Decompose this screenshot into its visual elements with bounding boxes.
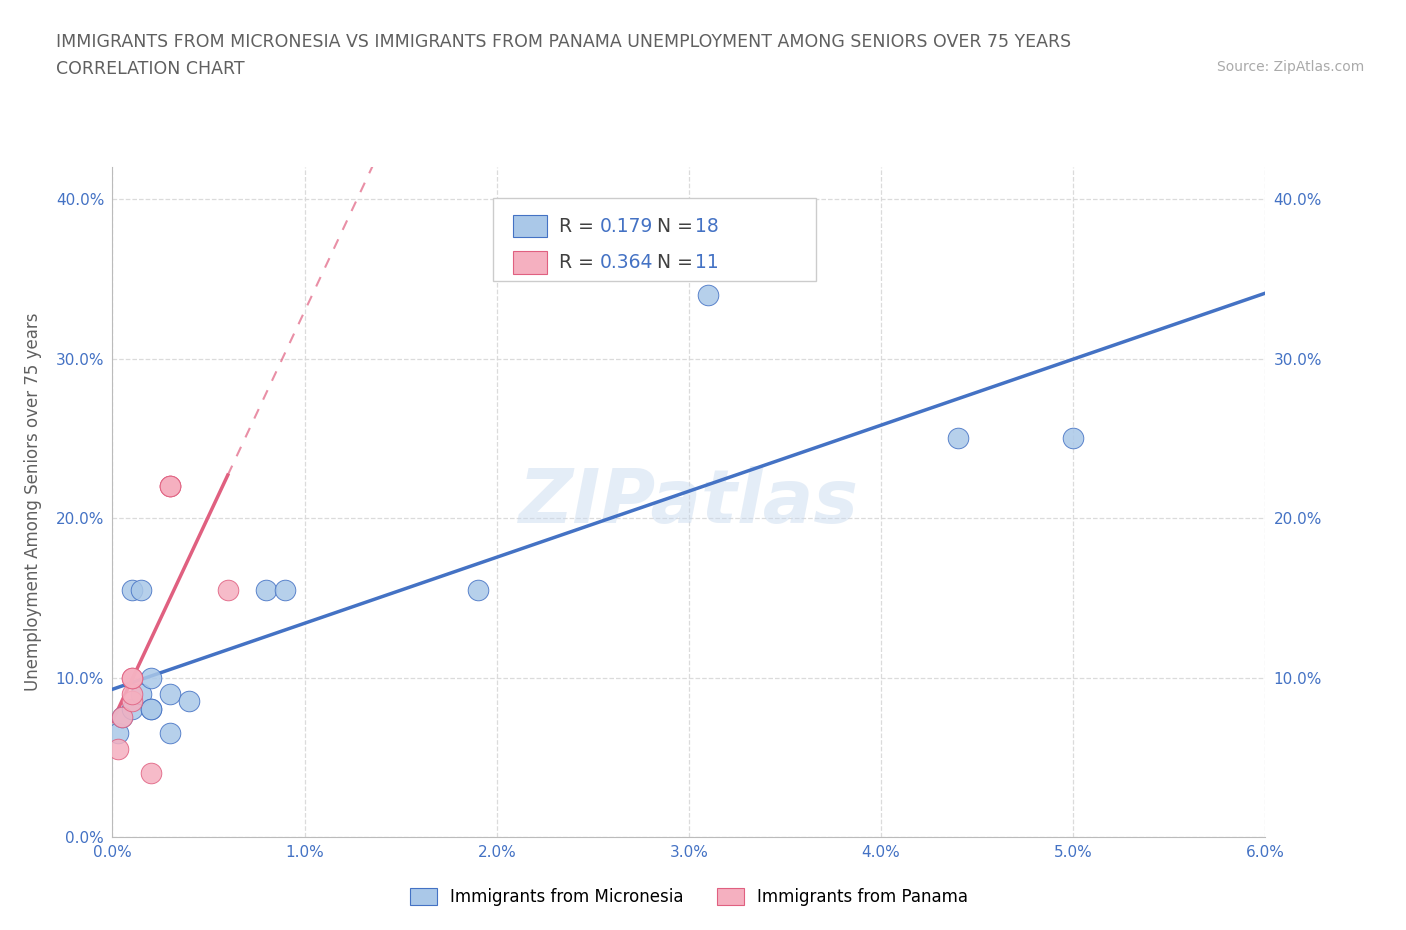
Legend: Immigrants from Micronesia, Immigrants from Panama: Immigrants from Micronesia, Immigrants f… [404,881,974,912]
Text: Source: ZipAtlas.com: Source: ZipAtlas.com [1216,60,1364,74]
Point [107,742,129,757]
Point [111,710,134,724]
Point [139,765,162,780]
Text: 11: 11 [695,253,718,272]
Point [121,686,143,701]
Point [107,726,129,741]
Point [159,726,181,741]
Point [217,582,239,597]
Point [121,694,143,709]
Point [254,582,277,597]
Point [139,702,162,717]
Text: R =: R = [558,253,593,272]
Point [139,671,162,685]
Point [274,582,297,597]
Point [159,479,181,494]
Text: IMMIGRANTS FROM MICRONESIA VS IMMIGRANTS FROM PANAMA UNEMPLOYMENT AMONG SENIORS : IMMIGRANTS FROM MICRONESIA VS IMMIGRANTS… [56,33,1071,50]
Point [159,479,181,494]
Text: 18: 18 [695,217,718,236]
Point [121,702,143,717]
Text: R =: R = [558,217,593,236]
Text: N =: N = [657,217,693,236]
Point [697,287,720,302]
Text: ZIPatlas: ZIPatlas [519,466,859,538]
Point [139,702,162,717]
Point [121,671,143,685]
Point [467,582,489,597]
Y-axis label: Unemployment Among Seniors over 75 years: Unemployment Among Seniors over 75 years [24,313,42,691]
FancyBboxPatch shape [494,197,815,281]
FancyBboxPatch shape [513,215,547,237]
FancyBboxPatch shape [513,251,547,273]
Text: 0.179: 0.179 [600,217,654,236]
Text: 0.364: 0.364 [600,253,654,272]
Point [159,686,181,701]
Point [1062,431,1084,445]
Point [159,479,181,494]
Point [121,671,143,685]
Point [111,710,134,724]
Point [129,582,153,597]
Text: N =: N = [657,253,693,272]
Point [129,686,153,701]
Point [179,694,201,709]
Text: CORRELATION CHART: CORRELATION CHART [56,60,245,78]
Point [946,431,969,445]
Point [121,582,143,597]
